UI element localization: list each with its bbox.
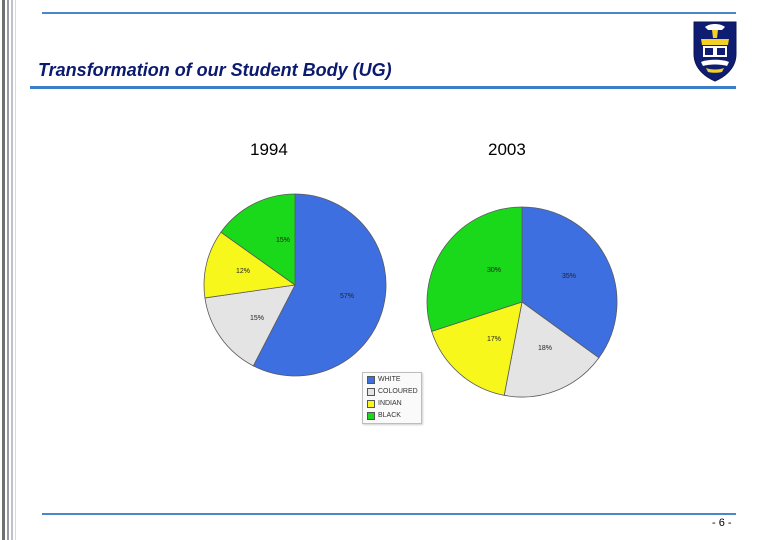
legend-swatch: [367, 399, 375, 408]
chart-legend: WHITE COLOURED INDIAN BLACK: [362, 372, 422, 424]
pie-slice-coloured: [503, 301, 600, 398]
pie-slice-label: 35%: [562, 273, 576, 280]
pie-slice-label: 15%: [276, 237, 290, 244]
pie-slice-label: 18%: [538, 345, 552, 352]
pie-slice-label: 12%: [236, 268, 250, 275]
top-divider: [42, 12, 736, 14]
pie-slice-indian: [203, 231, 297, 299]
slide-title: Transformation of our Student Body (UG): [38, 60, 392, 80]
legend-swatch: [367, 411, 375, 420]
page-number: - 6 -: [712, 517, 732, 529]
pie-slice-indian: [431, 301, 523, 396]
legend-item-white: WHITE: [367, 374, 401, 385]
pie-chart-2003: 35% 18% 17% 30%: [426, 206, 618, 398]
year-label-2003: 2003: [488, 140, 526, 159]
title-divider: [30, 86, 736, 89]
legend-label: COLOURED: [378, 388, 418, 395]
university-crest-icon: [693, 21, 737, 82]
pie-slice-white: [252, 193, 387, 377]
pie-slice-black: [220, 193, 296, 286]
pie-slice-label: 30%: [487, 267, 501, 274]
pie-slice-white: [521, 206, 618, 359]
pie-slice-black: [426, 206, 523, 332]
legend-label: INDIAN: [378, 400, 402, 407]
legend-item-indian: INDIAN: [367, 398, 402, 409]
legend-item-coloured: COLOURED: [367, 386, 418, 397]
legend-item-black: BLACK: [367, 410, 401, 421]
bottom-divider: [42, 513, 736, 515]
pie-slice-label: 15%: [250, 315, 264, 322]
left-edge-stripes: [0, 0, 18, 540]
year-label-1994: 1994: [250, 140, 288, 159]
legend-label: BLACK: [378, 412, 401, 419]
pie-chart-1994: 57% 15% 12% 15%: [203, 193, 387, 377]
pie-slice-coloured: [204, 284, 296, 367]
legend-label: WHITE: [378, 376, 401, 383]
pie-slice-label: 57%: [340, 293, 354, 300]
legend-swatch: [367, 375, 375, 384]
pie-slice-label: 17%: [487, 336, 501, 343]
legend-swatch: [367, 387, 375, 396]
